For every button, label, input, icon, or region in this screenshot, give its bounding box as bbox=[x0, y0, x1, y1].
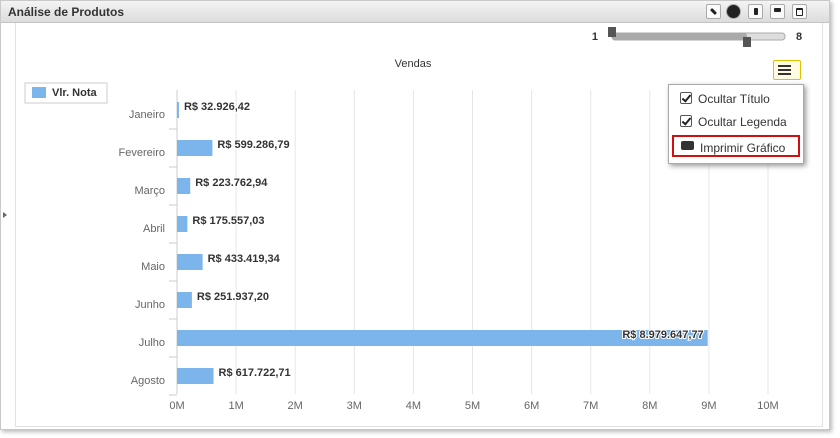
slider-handle[interactable] bbox=[608, 27, 616, 37]
bar bbox=[177, 178, 191, 194]
bar bbox=[177, 102, 179, 118]
bar bbox=[177, 254, 203, 270]
menu-item[interactable]: Ocultar Título bbox=[672, 88, 800, 110]
x-tick-label: 9M bbox=[701, 400, 716, 412]
data-label: R$ 251.937,20 bbox=[197, 291, 269, 303]
bar bbox=[177, 292, 192, 308]
menu-item-label: Ocultar Legenda bbox=[698, 115, 787, 129]
y-tick-label: Agosto bbox=[131, 375, 165, 387]
panel-title: Análise de Produtos bbox=[8, 5, 125, 19]
y-tick-label: Abril bbox=[143, 223, 165, 235]
y-tick-label: Julho bbox=[139, 337, 165, 349]
y-tick-label: Março bbox=[134, 185, 165, 197]
x-tick-label: 8M bbox=[642, 400, 657, 412]
x-tick-label: 10M bbox=[757, 400, 778, 412]
x-tick-label: 1M bbox=[228, 400, 243, 412]
restore-button[interactable] bbox=[770, 4, 785, 19]
y-tick-label: Junho bbox=[135, 299, 165, 311]
x-tick-label: 7M bbox=[583, 400, 598, 412]
menu-item[interactable]: Imprimir Gráfico bbox=[672, 135, 800, 157]
y-tick-label: Fevereiro bbox=[119, 147, 165, 159]
panel-header: Análise de Produtos bbox=[1, 1, 829, 23]
side-toggle[interactable] bbox=[3, 212, 7, 218]
y-tick-label: Maio bbox=[141, 261, 165, 273]
refresh-button[interactable] bbox=[748, 4, 763, 19]
chart-menu-button[interactable] bbox=[773, 60, 801, 80]
bar bbox=[177, 216, 188, 232]
bar bbox=[177, 140, 213, 156]
x-tick-label: 3M bbox=[347, 400, 362, 412]
data-label: R$ 433.419,34 bbox=[208, 253, 281, 265]
slider-min: 1 bbox=[592, 31, 598, 43]
chart-title: Vendas bbox=[395, 58, 432, 70]
bar bbox=[177, 368, 214, 384]
x-tick-label: 0M bbox=[169, 400, 184, 412]
data-label: R$ 8.979.647,77 bbox=[622, 329, 703, 341]
data-label: R$ 223.762,94 bbox=[195, 177, 268, 189]
x-tick-label: 2M bbox=[288, 400, 303, 412]
y-tick-label: Janeiro bbox=[129, 109, 165, 121]
data-label: R$ 617.722,71 bbox=[219, 367, 291, 379]
x-tick-label: 6M bbox=[524, 400, 539, 412]
menu-item-label: Ocultar Título bbox=[698, 92, 770, 106]
panel: Análise de Produtos bbox=[0, 0, 830, 430]
maximize-button[interactable] bbox=[792, 4, 807, 19]
menu-item-label: Imprimir Gráfico bbox=[700, 141, 786, 155]
bar bbox=[177, 330, 708, 346]
menu-item[interactable]: Ocultar Legenda bbox=[672, 111, 800, 133]
panel-body bbox=[15, 23, 823, 427]
data-label: R$ 32.926,42 bbox=[184, 101, 250, 113]
legend-swatch bbox=[32, 87, 46, 98]
edit-button[interactable] bbox=[706, 4, 721, 19]
data-label: R$ 599.286,79 bbox=[217, 139, 289, 151]
slider-range[interactable] bbox=[612, 33, 747, 40]
chart-menu: Ocultar Título Ocultar Legenda Imprimir … bbox=[668, 84, 804, 164]
x-tick-label: 5M bbox=[465, 400, 480, 412]
slider-handle[interactable] bbox=[743, 37, 751, 47]
x-tick-label: 4M bbox=[406, 400, 421, 412]
legend-label: Vlr. Nota bbox=[52, 87, 98, 99]
slider-max: 8 bbox=[796, 31, 802, 43]
data-label: R$ 175.557,03 bbox=[192, 215, 264, 227]
info-button[interactable] bbox=[726, 4, 741, 19]
